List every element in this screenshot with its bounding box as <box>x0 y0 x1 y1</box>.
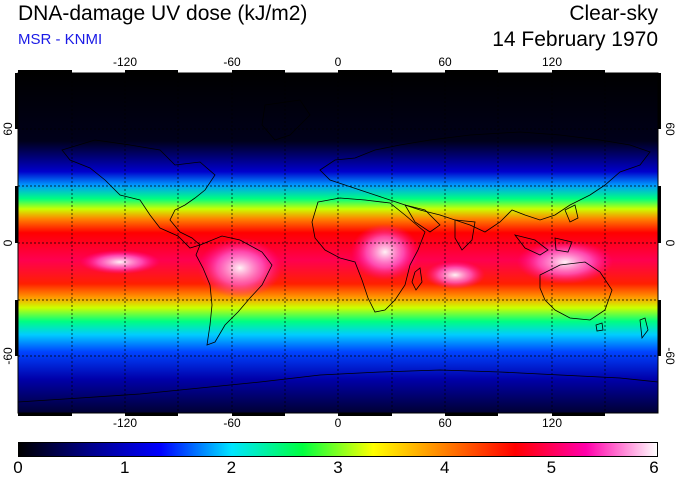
colorbar-tick-label: 2 <box>226 458 237 477</box>
lon-label-bottom: 0 <box>335 416 342 430</box>
sky-condition-label: Clear-sky <box>569 2 658 25</box>
map-title: DNA-damage UV dose (kJ/m2) <box>18 2 308 25</box>
lon-label-bottom: -60 <box>223 416 241 430</box>
uv-dose-map: -120 -60 0 60 120 -120 -60 0 60 120 60 0… <box>1 55 677 430</box>
colorbar-tick-label: 4 <box>439 458 450 477</box>
lat-label-left: 0 <box>1 239 15 246</box>
colorbar-tick-label: 1 <box>119 458 130 477</box>
lon-label-top: -120 <box>113 55 137 69</box>
lon-label-bottom: 60 <box>438 416 452 430</box>
source-label: MSR - KNMI <box>18 31 103 48</box>
colorbar-tick-label: 5 <box>546 458 557 477</box>
lon-label-top: 60 <box>438 55 452 69</box>
high-dose-patches <box>80 224 613 298</box>
lon-label-top: -60 <box>223 55 241 69</box>
lat-label-right: -60 <box>663 347 677 365</box>
coastlines <box>17 99 659 403</box>
colorbar-tick-label: 3 <box>333 458 343 477</box>
lat-label-right: 0 <box>663 240 677 247</box>
lat-label-left: 60 <box>1 122 15 136</box>
colorbar <box>18 442 658 457</box>
lat-label-right: 60 <box>663 122 677 136</box>
lat-label-left: -60 <box>1 347 15 365</box>
lon-label-top: 120 <box>542 55 562 69</box>
colorbar-tick-label: 6 <box>649 458 659 477</box>
lon-label-top: 0 <box>335 55 342 69</box>
date-label: 14 February 1970 <box>492 28 658 51</box>
lon-label-bottom: -120 <box>113 416 137 430</box>
colorbar-tick-label: 0 <box>13 458 23 477</box>
lon-label-bottom: 120 <box>542 416 562 430</box>
map-frame <box>15 70 661 416</box>
